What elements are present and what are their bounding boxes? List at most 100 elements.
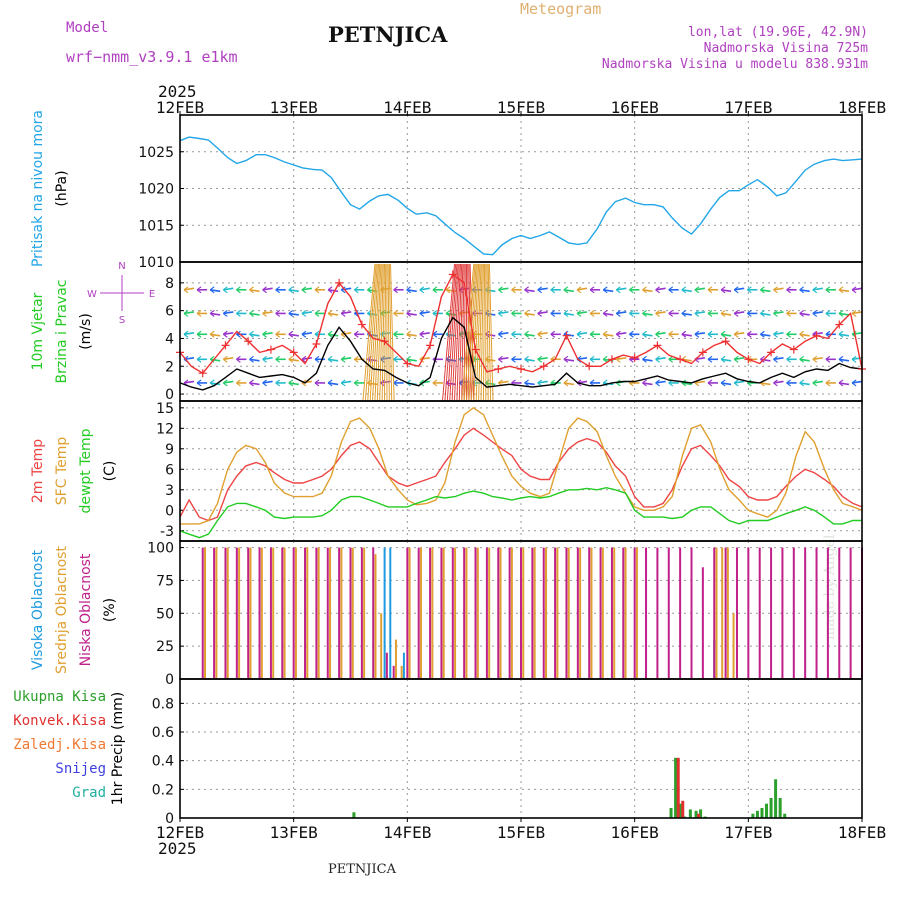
y-tick-label: 50 <box>156 606 174 622</box>
wind-arrow-head <box>550 330 556 338</box>
x-tick-label: 17FEB <box>724 823 772 842</box>
wind-arrow-head <box>681 309 687 317</box>
bar-cloud_low <box>849 547 852 679</box>
wind-arrow-head <box>720 379 726 387</box>
wind-arrow-head <box>589 286 595 294</box>
wind-arrow-head <box>275 309 281 317</box>
wind-arrow-head <box>498 330 503 338</box>
bar-cloud_low <box>281 547 284 679</box>
wind-arrow <box>799 312 810 316</box>
precip-legend-item: Konvek.Kisa <box>13 713 106 729</box>
wind-arrow <box>851 287 863 291</box>
wind-arrow <box>720 289 732 293</box>
x-tick-label: 13FEB <box>270 98 318 117</box>
gust-marker <box>767 348 776 357</box>
dir-north: N <box>118 261 125 272</box>
wind-arrow <box>301 311 313 315</box>
wind-arrow-head <box>209 330 215 338</box>
y-axis-label: (m/s) <box>78 313 94 350</box>
wind-arrow-head <box>812 286 818 294</box>
wind-arrow-head <box>799 379 805 387</box>
precip-legend-item: Snijeg <box>55 761 106 777</box>
wind-arrow-head <box>733 379 739 387</box>
bar-cloud_low <box>531 547 534 679</box>
bar-cloud_low <box>315 547 318 679</box>
wind-arrow-head <box>314 379 320 387</box>
bar-cloud_mid <box>601 547 604 679</box>
wind-arrow <box>223 331 234 336</box>
wind-arrow <box>288 289 299 293</box>
bar-cloud_low <box>770 547 773 679</box>
wind-arrow-head <box>524 330 529 338</box>
gust-marker <box>198 369 207 378</box>
wind-arrow <box>419 287 430 291</box>
bar-cloud_mid <box>533 547 536 679</box>
wind-arrow-head <box>222 286 228 294</box>
gust-marker <box>221 341 230 350</box>
wind-arrow-head <box>222 330 228 338</box>
wind-arrow <box>249 358 260 362</box>
wind-arrow <box>223 311 234 315</box>
wind-arrow-head <box>249 309 254 317</box>
bar-cloud_low <box>804 547 807 679</box>
wind-arrow-head <box>419 379 425 387</box>
wind-arrow-head <box>786 286 791 294</box>
y-axis-label: 2m Temp <box>30 439 46 503</box>
wind-arrow <box>524 382 535 386</box>
wind-arrow-head <box>327 355 333 363</box>
wind-burst <box>441 263 455 402</box>
wind-arrow <box>773 380 784 384</box>
bar-cloud_low <box>474 547 477 679</box>
wind-burst <box>446 263 458 402</box>
wind-burst <box>369 263 380 402</box>
wind-arrow-head <box>236 286 241 294</box>
wind-arrow-head <box>720 309 726 317</box>
wind-arrow <box>419 331 430 336</box>
bar-cloud_low <box>826 547 829 679</box>
y-tick-label: 2 <box>165 359 174 375</box>
wind-arrow-head <box>720 286 726 294</box>
wind-arrow <box>288 358 299 362</box>
wind-arrow-head <box>537 309 543 317</box>
wind-arrow <box>249 289 260 293</box>
wind-arrow-head <box>222 355 228 363</box>
bar-cloud_mid <box>510 547 513 679</box>
bar-cloud_low <box>588 547 591 679</box>
y-tick-label: 1010 <box>138 255 174 271</box>
wind-arrow <box>851 311 863 315</box>
wind-arrow <box>563 333 575 337</box>
wind-arrow <box>183 380 195 384</box>
bar-cloud_mid <box>400 665 403 679</box>
bar-cloud_mid <box>442 547 445 679</box>
wind-burst <box>473 263 481 402</box>
wind-arrow-head <box>576 330 582 338</box>
bar-cloud_low <box>679 547 682 679</box>
x-tick-label: 15FEB <box>497 98 545 117</box>
wind-arrow <box>183 287 195 291</box>
wind-arrow-head <box>563 286 569 294</box>
wind-arrow-head <box>838 379 844 387</box>
wind-arrow <box>720 382 732 386</box>
gust-marker <box>471 345 480 354</box>
gust-marker <box>789 345 798 354</box>
y-axis-label: Brzina i Pravac <box>54 280 70 384</box>
wind-arrow <box>327 312 339 316</box>
wind-arrow-head <box>694 330 700 338</box>
wind-arrow-head <box>642 286 647 294</box>
wind-arrow-head <box>589 330 595 338</box>
wind-burst <box>449 263 459 402</box>
wind-arrow-head <box>812 309 818 317</box>
wind-arrow <box>734 311 745 315</box>
bar-cloud_high <box>389 547 392 679</box>
wind-arrow-head <box>760 309 765 317</box>
wind-arrow <box>812 311 823 315</box>
wind-arrow <box>799 382 810 386</box>
wind-arrow-head <box>222 379 228 387</box>
wind-arrow-head <box>629 330 634 338</box>
wind-arrow <box>419 311 430 315</box>
wind-arrow <box>694 331 706 336</box>
wind-arrow <box>603 289 614 293</box>
wind-arrow <box>445 289 457 293</box>
wind-arrow-head <box>760 286 765 294</box>
wind-arrow-head <box>262 330 267 338</box>
